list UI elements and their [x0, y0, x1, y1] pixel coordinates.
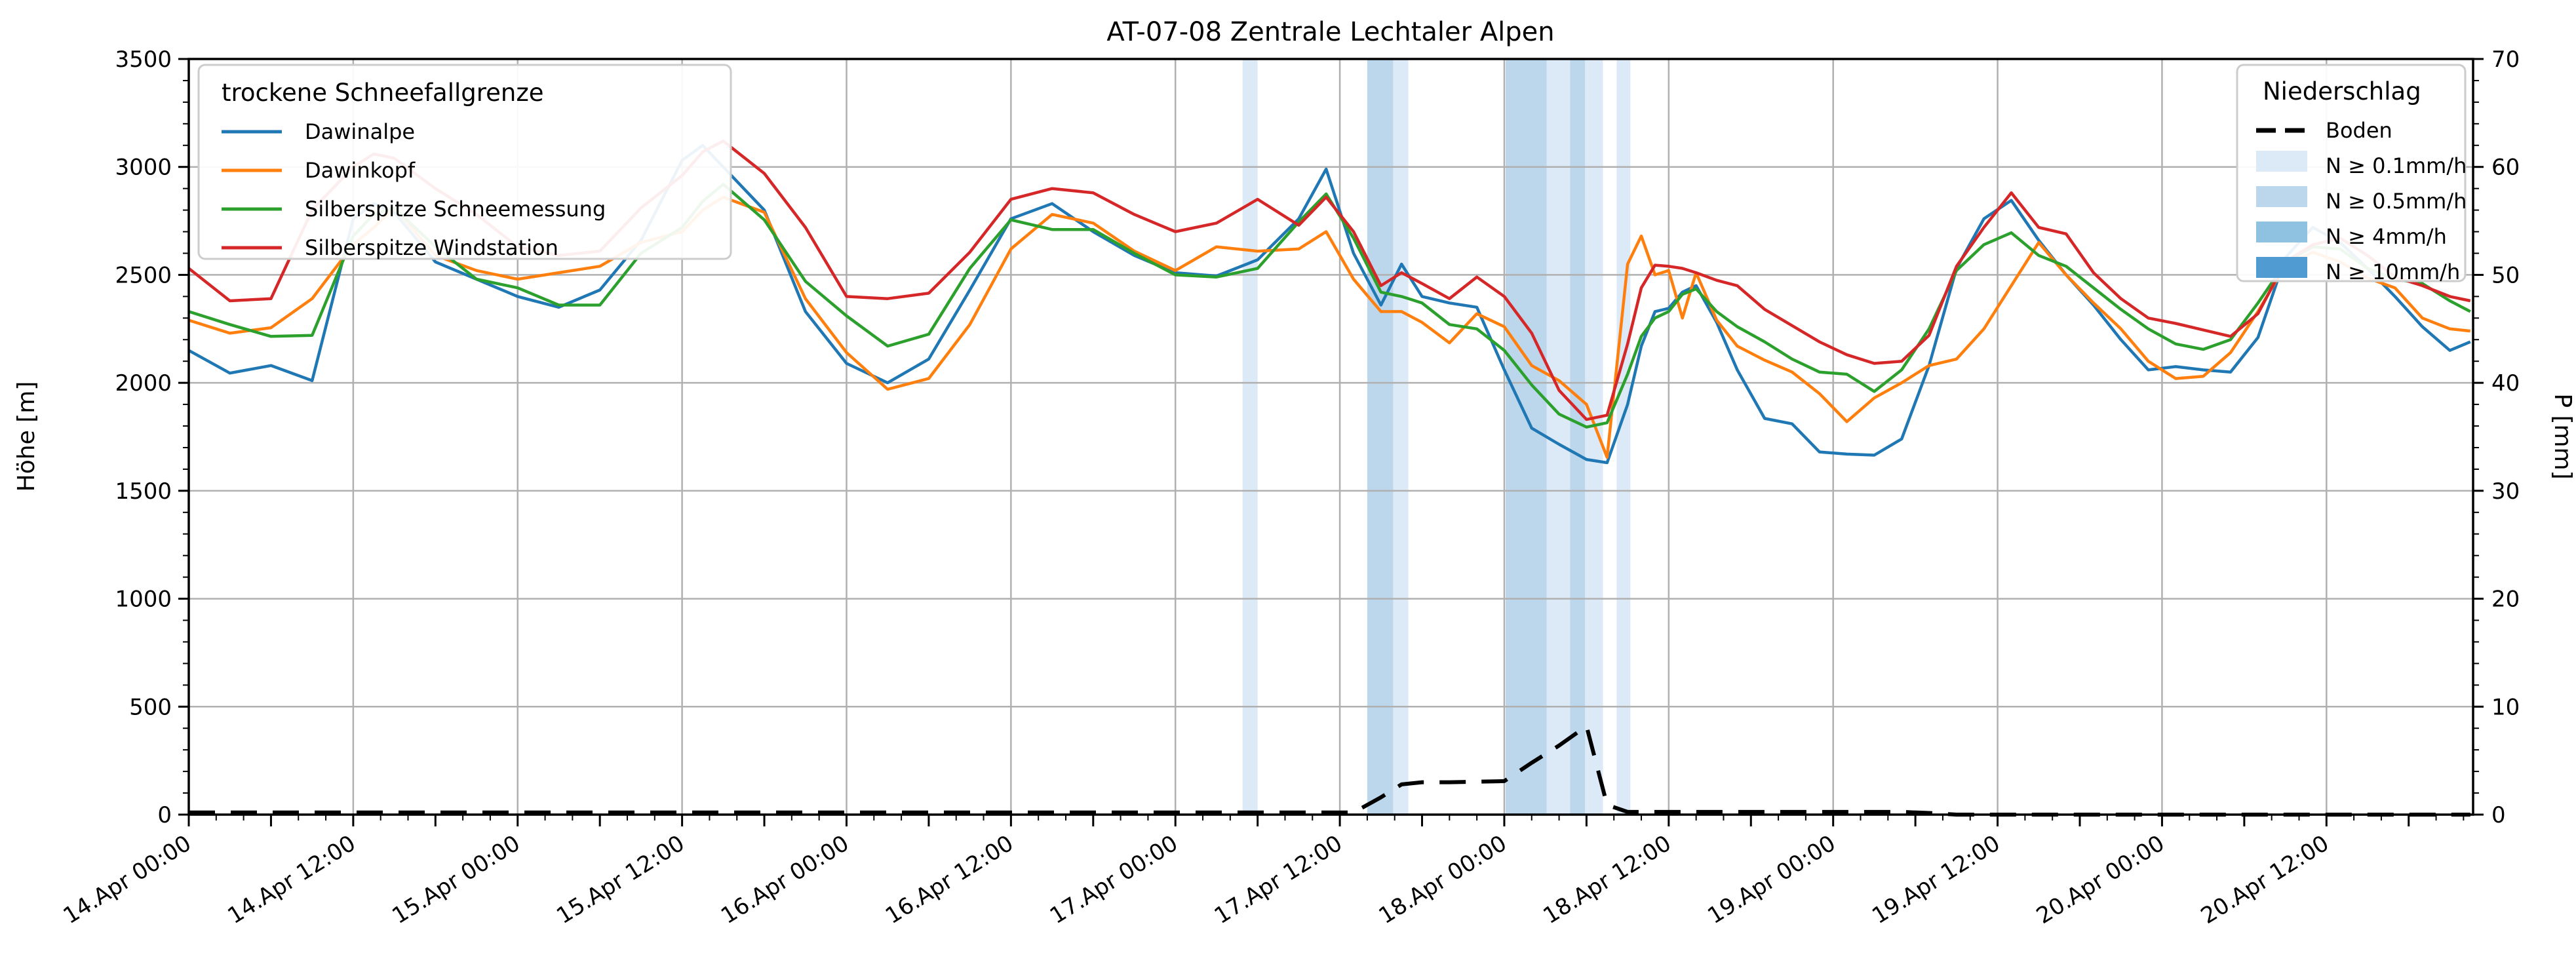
precip-band — [1570, 59, 1586, 815]
y-axis-label-right: P [mm] — [2549, 393, 2576, 479]
legend-precip: Niederschlag Boden N ≥ 0.1mm/h N ≥ 0.5mm/h… — [2236, 64, 2467, 284]
x-tick-label: 15.Apr 12:00 — [552, 830, 689, 929]
legend-item-label: Dawinkopf — [305, 158, 416, 183]
y-tick-label-left: 3500 — [115, 47, 172, 73]
legend-item-label: N ≥ 0.1mm/h — [2326, 153, 2467, 178]
x-tick-label: 19.Apr 00:00 — [1703, 830, 1840, 929]
y-tick-label-right: 30 — [2491, 478, 2520, 505]
precip-band — [1546, 59, 1571, 815]
precip-band — [1506, 59, 1547, 815]
legend-patch-swatch — [2256, 186, 2307, 207]
y-tick-label-right: 50 — [2491, 262, 2520, 288]
y-tick-label-left: 2500 — [115, 262, 172, 288]
precip-band — [1393, 59, 1409, 815]
y-tick-label-right: 20 — [2491, 587, 2520, 613]
axes-frame-layer — [187, 58, 2474, 816]
legend-precip-title: Niederschlag — [2263, 77, 2421, 106]
y-tick-label-left: 1000 — [115, 587, 172, 613]
x-tick-label: 14.Apr 00:00 — [59, 830, 196, 929]
legend-item-label: Boden — [2326, 118, 2392, 143]
x-tick-label: 20.Apr 12:00 — [2196, 830, 2333, 929]
precip-bands-layer — [1242, 59, 1631, 815]
y-tick-label-left: 2000 — [115, 370, 172, 396]
legend-snowline-title: trockene Schneefallgrenze — [222, 79, 544, 107]
legend-item-label: Dawinalpe — [305, 119, 415, 144]
legend-patch-swatch — [2256, 257, 2307, 278]
y-tick-label-right: 60 — [2491, 155, 2520, 181]
y-axis-label-left: Höhe [m] — [13, 381, 40, 492]
x-tick-label: 20.Apr 00:00 — [2032, 830, 2169, 929]
y-tick-label-left: 3000 — [115, 155, 172, 181]
precip-band — [1616, 59, 1631, 815]
x-tick-label: 19.Apr 12:00 — [1867, 830, 2004, 929]
x-tick-label: 18.Apr 12:00 — [1538, 830, 1675, 929]
x-tick-label: 17.Apr 00:00 — [1045, 830, 1182, 929]
axes-frame — [187, 58, 2474, 816]
precip-band — [1367, 59, 1394, 815]
precip-band — [1242, 59, 1258, 815]
x-tick-label: 16.Apr 00:00 — [716, 830, 853, 929]
series-line-boden — [189, 724, 2470, 817]
legend-snowline: trockene Schneefallgrenze Dawinalpe Dawin… — [197, 64, 732, 260]
y-tick-label-right: 10 — [2491, 694, 2520, 720]
x-tick-label: 18.Apr 00:00 — [1375, 830, 1512, 929]
y-tick-label-left: 0 — [157, 802, 172, 828]
legend-patch-swatch — [2256, 222, 2307, 242]
legend-item-label: N ≥ 10mm/h — [2326, 260, 2460, 284]
legend-snowline-box — [197, 64, 732, 260]
x-tick-label: 17.Apr 12:00 — [1210, 830, 1347, 929]
legend-patch-swatch — [2256, 151, 2307, 172]
y-tick-label-right: 70 — [2491, 47, 2520, 73]
x-tick-label: 15.Apr 00:00 — [387, 830, 524, 929]
y-tick-label-right: 40 — [2491, 370, 2520, 396]
legend-item-label: N ≥ 0.5mm/h — [2326, 189, 2467, 214]
y-tick-label-right: 0 — [2491, 802, 2506, 828]
x-tick-label: 14.Apr 12:00 — [223, 830, 360, 929]
y-tick-label-left: 1500 — [115, 478, 172, 505]
chart-title: AT-07-08 Zentrale Lechtaler Alpen — [1106, 17, 1554, 47]
x-tick-label: 16.Apr 12:00 — [881, 830, 1018, 929]
legend-item-label: Silberspitze Windstation — [305, 235, 558, 260]
legend-item-label: N ≥ 4mm/h — [2326, 224, 2447, 249]
legend-item-label: Silberspitze Schneemessung — [305, 197, 606, 222]
y-tick-label-left: 500 — [129, 694, 172, 720]
